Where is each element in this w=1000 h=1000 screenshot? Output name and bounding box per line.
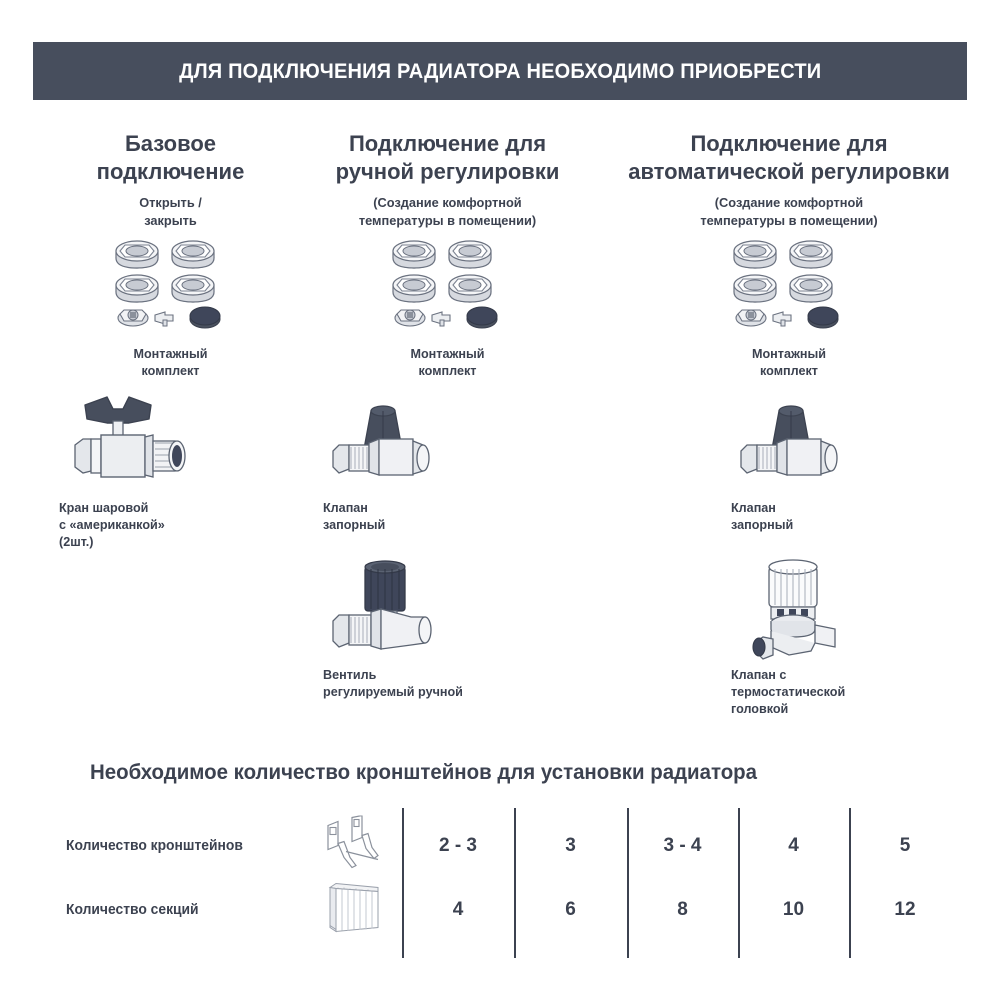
mounting-kit-icon <box>391 240 504 336</box>
table-cell: 2 - 3 <box>438 835 478 856</box>
mounting-kit-icon <box>733 240 845 336</box>
bracket-icon <box>322 814 392 877</box>
column-divider <box>514 808 516 958</box>
column-divider <box>627 808 629 958</box>
shutoff-valve-icon <box>731 393 861 498</box>
product-columns: Базовое подключение Открыть / закрыть <box>33 130 967 730</box>
column-title: Базовое подключение <box>96 131 245 184</box>
table-cell: 8 <box>677 899 688 920</box>
item-caption: Кран шаровой с «американкой» (2шт.) <box>59 501 165 549</box>
table-cell: 4 <box>452 899 464 920</box>
table-row: Количество кронштейнов 2 - 3 3 3 - 4 4 5 <box>33 814 967 877</box>
ball-valve-icon <box>61 393 191 498</box>
item-mounting-kit: Монтажный комплект <box>391 240 504 380</box>
column-manual: Подключение для ручной регулировки (Созд… <box>305 130 590 699</box>
item-thermostatic-valve: Клапан с термостатической головкой <box>731 555 967 718</box>
item-caption: Клапан запорный <box>731 501 794 532</box>
table-cell: 4 <box>788 835 799 856</box>
radiator-icon <box>322 878 392 943</box>
header-banner: ДЛЯ ПОДКЛЮЧЕНИЯ РАДИАТОРА НЕОБХОДИМО ПРИ… <box>33 42 967 100</box>
column-divider <box>849 808 851 958</box>
item-caption: Монтажный комплект <box>410 347 485 378</box>
table-title: Необходимое количество кронштейнов для у… <box>90 760 758 784</box>
column-title: Подключение для автоматической регулиров… <box>628 131 950 184</box>
column-basic: Базовое подключение Открыть / закрыть <box>43 130 298 549</box>
page-title: ДЛЯ ПОДКЛЮЧЕНИЯ РАДИАТОРА НЕОБХОДИМО ПРИ… <box>178 58 822 83</box>
item-mounting-kit: Монтажный комплект <box>114 240 227 380</box>
column-subtitle: Открыть / закрыть <box>139 195 202 228</box>
item-shutoff-valve: Клапан запорный <box>323 393 563 534</box>
table-cell: 3 <box>565 835 576 856</box>
table-row: Количество секций 4 6 8 10 12 <box>33 880 967 940</box>
thermostatic-valve-icon <box>739 555 879 670</box>
column-divider <box>402 808 404 958</box>
item-caption: Клапан запорный <box>323 501 386 532</box>
column-title: Подключение для ручной регулировки <box>335 131 560 184</box>
manual-valve-icon <box>323 555 463 665</box>
column-divider <box>738 808 740 958</box>
table-cell: 3 - 4 <box>663 835 702 856</box>
row-label: Количество секций <box>66 902 199 918</box>
table-cell: 5 <box>899 835 911 856</box>
item-mounting-kit: Монтажный комплект <box>733 240 845 380</box>
item-caption: Монтажный комплект <box>752 347 826 378</box>
item-shutoff-valve: Клапан запорный <box>731 393 967 534</box>
row-label: Количество кронштейнов <box>66 838 243 854</box>
table-cell: 12 <box>894 899 916 920</box>
table-cell: 6 <box>565 899 576 920</box>
shutoff-valve-icon <box>323 393 453 498</box>
mounting-kit-icon <box>114 240 227 336</box>
table-grid: Количество кронштейнов 2 - 3 3 3 - 4 4 5 <box>33 808 967 958</box>
column-subtitle: (Создание комфортной температуры в помещ… <box>358 195 537 228</box>
item-caption: Монтажный комплект <box>133 347 208 378</box>
item-manual-valve: Вентиль регулируемый ручной <box>323 555 583 701</box>
column-automatic: Подключение для автоматической регулиров… <box>611 130 967 716</box>
table-cell: 10 <box>782 899 805 920</box>
item-ball-valve: Кран шаровой с «американкой» (2шт.) <box>51 393 291 551</box>
item-caption: Клапан с термостатической головкой <box>731 668 846 716</box>
brackets-table-section: Необходимое количество кронштейнов для у… <box>33 745 967 975</box>
item-caption: Вентиль регулируемый ручной <box>323 668 463 699</box>
column-subtitle: (Создание комфортной температуры в помещ… <box>700 195 878 228</box>
